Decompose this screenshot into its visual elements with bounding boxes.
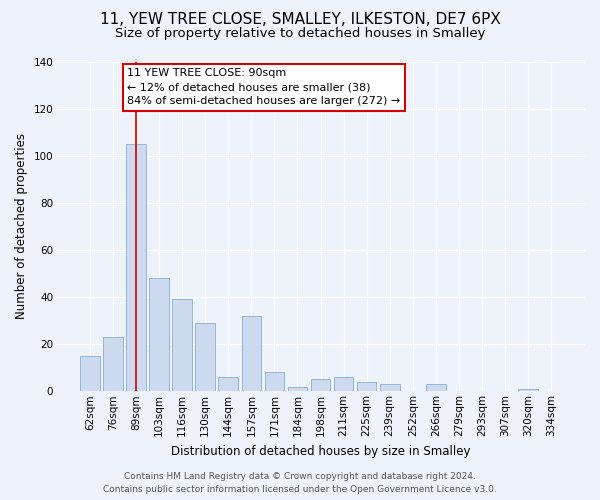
X-axis label: Distribution of detached houses by size in Smalley: Distribution of detached houses by size … bbox=[171, 444, 470, 458]
Bar bbox=[218, 377, 238, 392]
Bar bbox=[242, 316, 261, 392]
Text: 11 YEW TREE CLOSE: 90sqm
← 12% of detached houses are smaller (38)
84% of semi-d: 11 YEW TREE CLOSE: 90sqm ← 12% of detach… bbox=[127, 68, 401, 106]
Bar bbox=[103, 337, 123, 392]
Bar bbox=[334, 377, 353, 392]
Bar bbox=[265, 372, 284, 392]
Text: 11, YEW TREE CLOSE, SMALLEY, ILKESTON, DE7 6PX: 11, YEW TREE CLOSE, SMALLEY, ILKESTON, D… bbox=[100, 12, 500, 28]
Bar bbox=[357, 382, 376, 392]
Bar bbox=[80, 356, 100, 392]
Y-axis label: Number of detached properties: Number of detached properties bbox=[15, 134, 28, 320]
Bar bbox=[287, 386, 307, 392]
Bar bbox=[380, 384, 400, 392]
Bar bbox=[426, 384, 446, 392]
Bar bbox=[172, 300, 192, 392]
Bar bbox=[196, 323, 215, 392]
Bar bbox=[126, 144, 146, 392]
Bar bbox=[149, 278, 169, 392]
Bar bbox=[311, 380, 331, 392]
Text: Size of property relative to detached houses in Smalley: Size of property relative to detached ho… bbox=[115, 28, 485, 40]
Text: Contains HM Land Registry data © Crown copyright and database right 2024.
Contai: Contains HM Land Registry data © Crown c… bbox=[103, 472, 497, 494]
Bar bbox=[518, 389, 538, 392]
